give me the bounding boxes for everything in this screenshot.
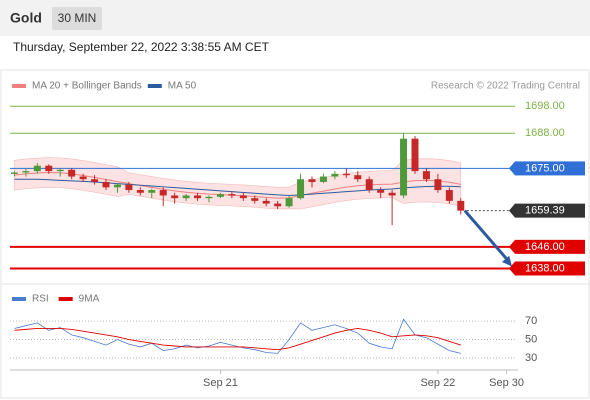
rsi-tick-label: 30 (525, 352, 537, 364)
rsi-ma-line (14, 328, 461, 351)
candle-body (262, 200, 270, 204)
candle-body (457, 200, 465, 211)
candle-body (308, 179, 316, 182)
level-label: 1646.00 (525, 241, 565, 253)
candle-body (434, 179, 442, 191)
level-label: 1659.39 (525, 205, 565, 217)
candle-body (216, 194, 224, 197)
candle-body (148, 190, 156, 193)
candle-body (79, 176, 87, 180)
candle-body (171, 195, 179, 199)
candle-body (365, 179, 373, 191)
candle-body (354, 175, 362, 180)
candle-body (159, 190, 167, 196)
candle-body (33, 165, 41, 172)
level-label: 1675.00 (525, 162, 565, 174)
forecast-arrowhead (501, 255, 512, 267)
x-tick-label: Sep 21 (203, 377, 238, 389)
candle-body (182, 195, 190, 199)
candle-body (10, 172, 18, 174)
x-tick-label: Sep 22 (420, 377, 455, 389)
candle-body (411, 138, 419, 172)
ma50-line (14, 178, 461, 196)
candle-body (22, 171, 30, 173)
candle-body (388, 192, 396, 196)
legend-label: MA 50 (168, 81, 197, 92)
ma20-line (14, 171, 461, 199)
chart-frame (0, 69, 590, 399)
legend-swatch (58, 297, 73, 301)
level-label: 1638.00 (525, 262, 565, 274)
legend-label: MA 20 + Bollinger Bands (32, 81, 142, 92)
timeframe-button[interactable] (52, 7, 102, 30)
candle-body (297, 179, 305, 199)
candle-body (113, 184, 121, 188)
candle-body (194, 195, 202, 199)
chart-title: Gold (10, 10, 42, 26)
candle-body (68, 169, 76, 177)
candle-body (56, 169, 64, 172)
legend-swatch (147, 84, 162, 88)
candle-body (285, 198, 293, 207)
level-label: 1688.00 (525, 127, 565, 139)
candle-body (342, 173, 350, 176)
rsi-tick-label: 70 (525, 315, 537, 327)
candle-body (91, 179, 99, 182)
rsi-line (14, 318, 461, 354)
credit: Research © 2022 Trading Central (431, 81, 580, 92)
candle-body (239, 195, 247, 199)
candle-body (251, 198, 259, 201)
candle-body (136, 190, 144, 193)
candle-body (205, 196, 213, 199)
candle-body (274, 203, 282, 207)
candle-body (445, 190, 453, 201)
candle-body (45, 165, 53, 172)
level-box-pointer (509, 261, 515, 276)
legend-label: 9MA (79, 294, 100, 305)
legend-swatch (12, 84, 26, 88)
candle-body (331, 173, 339, 177)
legend-swatch (12, 297, 26, 301)
candle-body (400, 138, 408, 196)
forecast-arrow (463, 209, 510, 262)
timeframe[interactable]: 30 MIN (58, 11, 97, 25)
x-tick-label: Sep 30 (489, 377, 524, 389)
candle-body (377, 190, 385, 193)
level-box (515, 161, 585, 176)
level-box-pointer (509, 203, 515, 218)
level-box-pointer (509, 161, 515, 176)
candle-body (125, 184, 133, 191)
legend-label: RSI (32, 294, 49, 305)
candle-body (319, 176, 327, 182)
candle-body (228, 194, 236, 196)
candle-body (422, 171, 430, 180)
level-box-pointer (509, 239, 515, 254)
rsi-tick-label: 50 (525, 333, 537, 345)
candle-body (102, 181, 110, 188)
level-label: 1698.00 (525, 100, 565, 112)
level-box (515, 239, 585, 254)
level-box (515, 261, 585, 276)
level-box (515, 203, 585, 218)
subtitle: Thursday, September 22, 2022 3:38:55 AM … (13, 40, 270, 54)
